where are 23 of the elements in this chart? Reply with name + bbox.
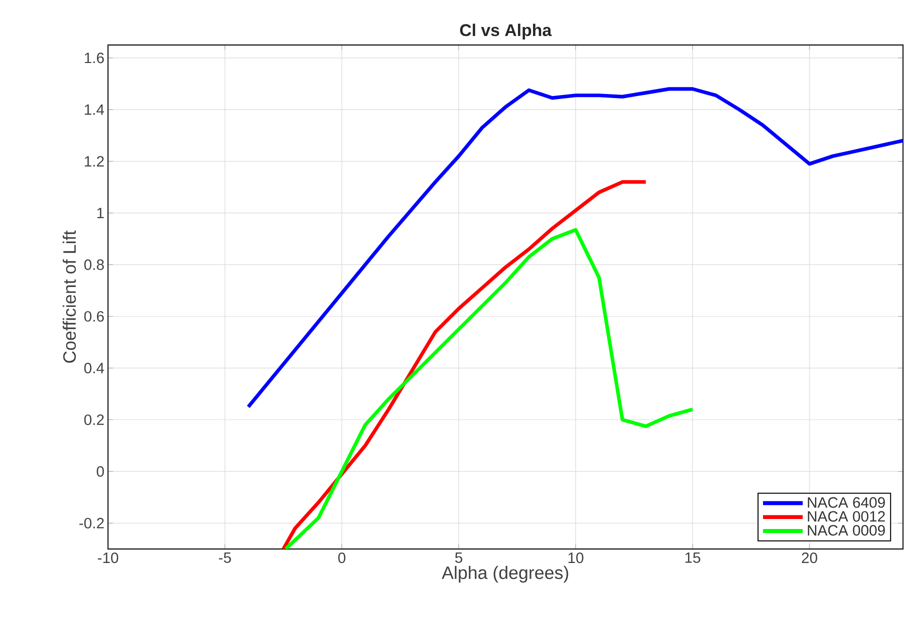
y-tick-label: 1.6 — [84, 52, 104, 64]
y-tick-label: 1.2 — [84, 156, 104, 167]
chart-title: Cl vs Alpha — [460, 24, 552, 40]
legend-label: NACA 0012 — [808, 511, 885, 522]
legend-label: NACA 0009 — [808, 525, 885, 536]
y-tick-label: 0.8 — [84, 259, 104, 270]
y-axis-title: Coefficient of Lift — [62, 230, 76, 363]
x-tick-label: -5 — [218, 552, 231, 563]
x-axis-title: Alpha (degrees) — [442, 566, 568, 583]
legend-label: NACA 6409 — [808, 497, 885, 508]
y-tick-label: 0.4 — [84, 362, 104, 374]
y-tick-label: 0.6 — [84, 311, 104, 322]
y-tick-label: 1 — [97, 208, 104, 218]
x-tick-label: 15 — [685, 552, 700, 563]
y-tick-label: 0.2 — [84, 414, 104, 426]
y-tick-label: 1.4 — [84, 104, 104, 115]
x-tick-label: 0 — [338, 552, 346, 564]
x-tick-label: 20 — [802, 552, 818, 564]
x-tick-label: 10 — [568, 552, 584, 564]
y-tick-label: 0 — [96, 466, 104, 477]
y-tick-label: -0.2 — [79, 518, 104, 528]
x-tick-label: -10 — [98, 552, 118, 564]
x-tick-label: 5 — [455, 552, 462, 563]
